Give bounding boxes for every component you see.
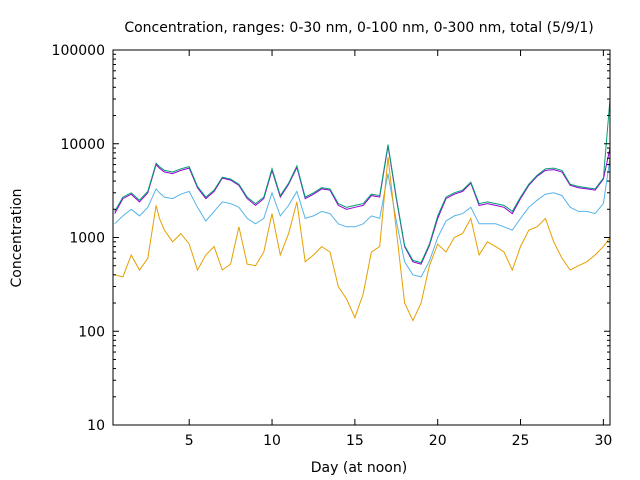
x-tick-label: 20	[429, 433, 447, 449]
y-tick-label: 10	[87, 418, 105, 434]
x-tick-label: 15	[346, 433, 364, 449]
x-tick-label: 10	[263, 433, 281, 449]
series-layer	[114, 98, 611, 322]
series-3-line	[114, 158, 611, 278]
series-2-line	[114, 98, 611, 264]
x-axis: 5 10 15 20 25 30	[185, 50, 612, 449]
y-axis: 10 100 1000 10000 100000	[52, 43, 610, 434]
series-1-line	[114, 145, 611, 265]
y-tick-label: 100	[78, 324, 105, 340]
plot-frame	[112, 49, 611, 426]
x-axis-label: Day (at noon)	[311, 460, 407, 476]
y-tick-label: 10000	[60, 137, 105, 153]
x-tick-label: 5	[185, 433, 194, 449]
y-tick-label: 1000	[69, 231, 105, 247]
x-tick-label: 30	[594, 433, 612, 449]
y-tick-label: 100000	[52, 43, 105, 59]
y-axis-label: Concentration	[9, 188, 25, 287]
chart-title: Concentration, ranges: 0-30 nm, 0-100 nm…	[124, 20, 593, 36]
x-tick-label: 25	[512, 433, 530, 449]
series-4-line	[114, 157, 611, 322]
